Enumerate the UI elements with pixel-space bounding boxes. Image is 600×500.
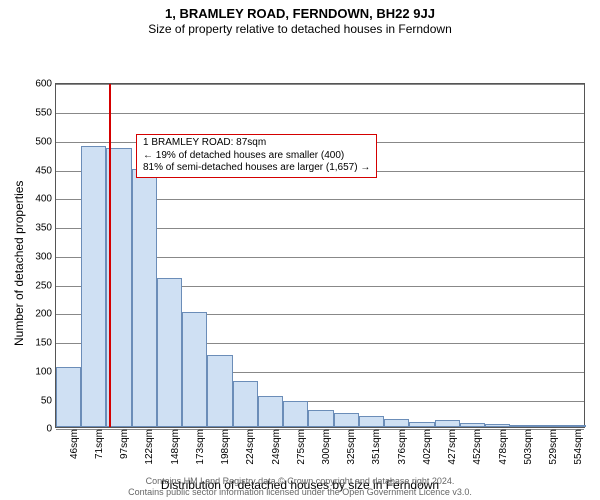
x-tick: 503sqm [523, 427, 534, 465]
plot-area: 05010015020025030035040045050055060046sq… [55, 83, 585, 428]
x-tick: 198sqm [220, 427, 231, 465]
bar [81, 146, 106, 428]
x-tick: 452sqm [472, 427, 483, 465]
y-tick: 0 [46, 424, 56, 435]
bar [308, 410, 333, 427]
gridline [56, 113, 584, 114]
y-tick: 500 [35, 136, 56, 147]
x-tick: 554sqm [573, 427, 584, 465]
x-tick: 71sqm [94, 427, 105, 459]
annotation-line: 1 BRAMLEY ROAD: 87sqm [143, 137, 370, 150]
y-tick: 200 [35, 309, 56, 320]
x-tick: 97sqm [119, 427, 130, 459]
x-tick: 351sqm [371, 427, 382, 465]
x-tick: 325sqm [346, 427, 357, 465]
bar [384, 419, 409, 428]
property-marker [109, 84, 111, 427]
bar [359, 416, 384, 428]
footer: Contains HM Land Registry data © Crown c… [0, 476, 600, 498]
bar [207, 355, 232, 427]
x-tick: 224sqm [245, 427, 256, 465]
x-tick: 249sqm [271, 427, 282, 465]
x-tick: 122sqm [144, 427, 155, 465]
y-tick: 600 [35, 79, 56, 90]
bar [233, 381, 258, 427]
bar [56, 367, 81, 427]
y-tick: 50 [41, 395, 56, 406]
y-tick: 400 [35, 194, 56, 205]
x-tick: 529sqm [548, 427, 559, 465]
y-tick: 350 [35, 223, 56, 234]
y-tick: 250 [35, 280, 56, 291]
footer-line-1: Contains HM Land Registry data © Crown c… [0, 476, 600, 487]
bar [157, 278, 182, 428]
y-axis-label: Number of detached properties [12, 180, 26, 345]
bar [132, 169, 157, 428]
page-subtitle: Size of property relative to detached ho… [0, 22, 600, 37]
gridline [56, 84, 584, 85]
y-tick: 300 [35, 251, 56, 262]
y-tick: 450 [35, 165, 56, 176]
x-tick: 427sqm [447, 427, 458, 465]
page-title: 1, BRAMLEY ROAD, FERNDOWN, BH22 9JJ [0, 0, 600, 22]
bar [182, 312, 207, 427]
bar [283, 401, 308, 427]
annotation-line: ← 19% of detached houses are smaller (40… [143, 150, 370, 163]
annotation-line: 81% of semi-detached houses are larger (… [143, 162, 370, 175]
x-tick: 478sqm [498, 427, 509, 465]
x-tick: 402sqm [422, 427, 433, 465]
y-tick: 100 [35, 366, 56, 377]
y-tick: 150 [35, 338, 56, 349]
y-tick: 550 [35, 108, 56, 119]
footer-line-2: Contains public sector information licen… [0, 487, 600, 498]
x-tick: 173sqm [195, 427, 206, 465]
x-tick: 148sqm [170, 427, 181, 465]
x-tick: 275sqm [296, 427, 307, 465]
x-tick: 300sqm [321, 427, 332, 465]
x-tick: 46sqm [69, 427, 80, 459]
bar [258, 396, 283, 428]
x-tick: 376sqm [397, 427, 408, 465]
bar [334, 413, 359, 427]
annotation-box: 1 BRAMLEY ROAD: 87sqm← 19% of detached h… [136, 134, 377, 178]
